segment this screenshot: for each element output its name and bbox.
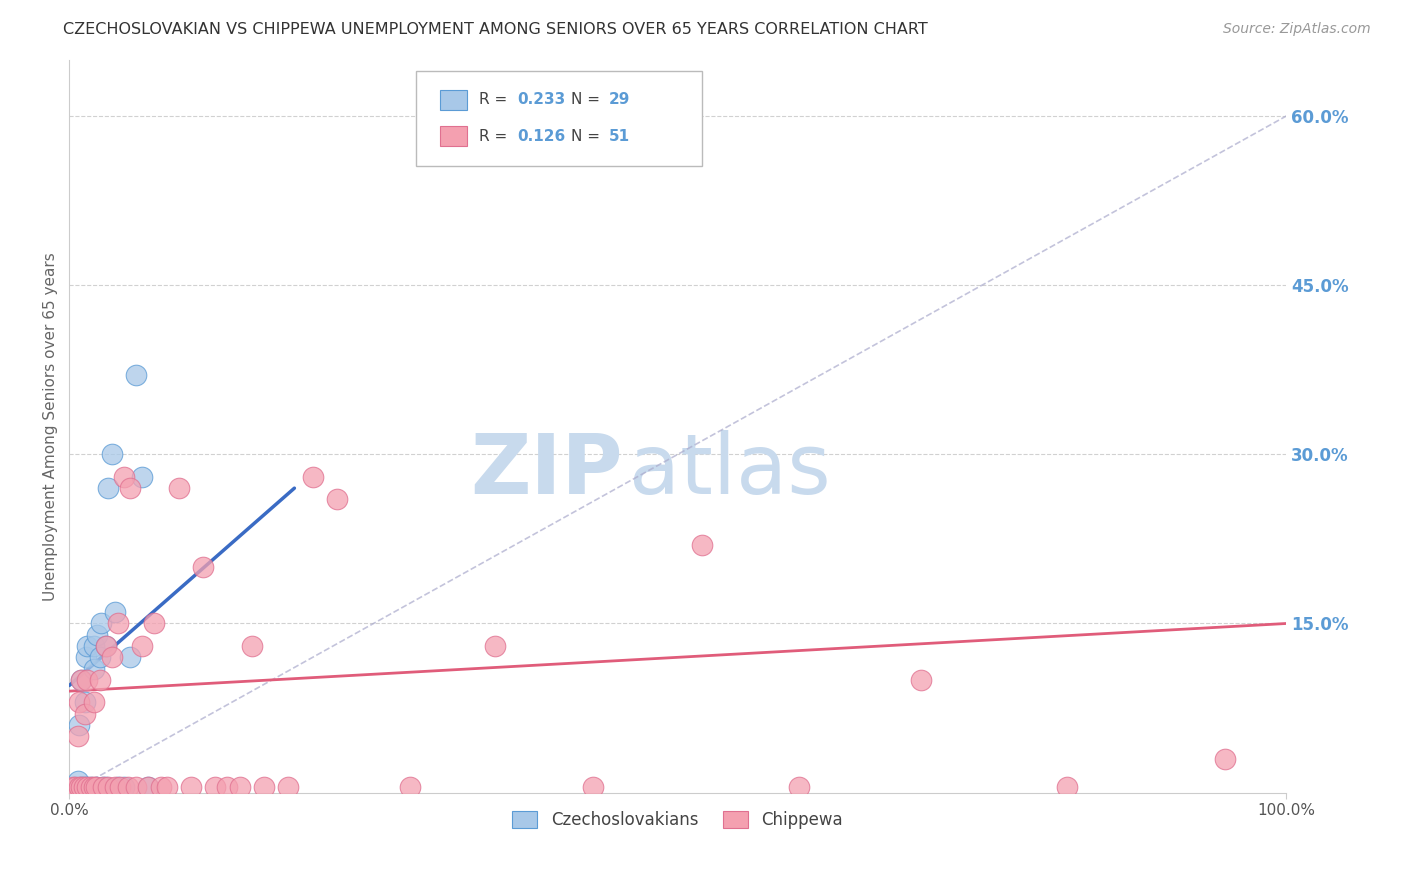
Point [1056, 780, 1078, 794]
Point [149, 780, 172, 794]
Point [86, 628, 108, 642]
Point [581, 780, 603, 794]
Point [97, 780, 120, 794]
Point [138, 780, 160, 794]
Point [131, 470, 153, 484]
Point [89, 673, 111, 687]
Point [143, 616, 166, 631]
Point [83, 662, 105, 676]
Point [84, 780, 107, 794]
Point [240, 639, 263, 653]
Point [910, 673, 932, 687]
Point [191, 560, 214, 574]
Point [101, 650, 124, 665]
Point [112, 780, 135, 794]
Point [84, 780, 107, 794]
Point [83, 695, 105, 709]
Point [277, 780, 299, 794]
Point [67, 718, 90, 732]
Point [107, 780, 129, 794]
Point [73, 695, 96, 709]
Point [104, 780, 127, 794]
Text: 0.126: 0.126 [517, 128, 565, 144]
Text: 51: 51 [609, 128, 630, 144]
Point [76, 673, 98, 687]
Point [1215, 752, 1237, 766]
Point [62, 780, 84, 794]
Point [83, 780, 105, 794]
Point [101, 447, 124, 461]
Point [94, 639, 117, 653]
Text: N =: N = [571, 128, 605, 144]
Point [91, 780, 114, 794]
Point [70, 780, 93, 794]
Point [76, 639, 98, 653]
Point [180, 780, 202, 794]
Point [107, 616, 129, 631]
Point [73, 780, 96, 794]
Text: 29: 29 [609, 93, 630, 107]
Point [73, 780, 96, 794]
Point [80, 780, 103, 794]
Point [65, 780, 87, 794]
Point [73, 706, 96, 721]
Text: R =: R = [479, 93, 513, 107]
Point [204, 780, 226, 794]
Point [789, 780, 811, 794]
Text: Source: ZipAtlas.com: Source: ZipAtlas.com [1223, 22, 1371, 37]
Point [112, 470, 135, 484]
Point [70, 780, 93, 794]
Point [120, 481, 142, 495]
Point [155, 780, 177, 794]
FancyBboxPatch shape [416, 70, 702, 166]
Point [66, 774, 89, 789]
Point [94, 639, 117, 653]
Text: R =: R = [479, 128, 513, 144]
Point [97, 481, 120, 495]
Point [138, 780, 160, 794]
Point [484, 639, 506, 653]
FancyBboxPatch shape [440, 126, 467, 146]
Point [67, 780, 90, 794]
Point [253, 780, 276, 794]
Point [117, 780, 139, 794]
Point [66, 729, 89, 743]
Point [326, 492, 349, 507]
Point [90, 616, 112, 631]
Text: CZECHOSLOVAKIAN VS CHIPPEWA UNEMPLOYMENT AMONG SENIORS OVER 65 YEARS CORRELATION: CZECHOSLOVAKIAN VS CHIPPEWA UNEMPLOYMENT… [63, 22, 928, 37]
Point [690, 537, 713, 551]
Point [65, 780, 87, 794]
Point [301, 470, 323, 484]
Text: N =: N = [571, 93, 605, 107]
Point [91, 780, 114, 794]
Point [104, 605, 127, 619]
Point [83, 639, 105, 653]
Point [67, 695, 90, 709]
Legend: Czechoslovakians, Chippewa: Czechoslovakians, Chippewa [506, 804, 849, 836]
Point [110, 780, 132, 794]
Text: atlas: atlas [628, 430, 831, 510]
Point [228, 780, 250, 794]
Point [80, 780, 103, 794]
Text: ZIP: ZIP [471, 430, 623, 510]
FancyBboxPatch shape [440, 90, 467, 111]
Point [75, 650, 97, 665]
Point [125, 780, 148, 794]
Point [399, 780, 422, 794]
Point [125, 368, 148, 383]
Point [70, 673, 93, 687]
Point [89, 650, 111, 665]
Point [217, 780, 239, 794]
Y-axis label: Unemployment Among Seniors over 65 years: Unemployment Among Seniors over 65 years [44, 252, 58, 600]
Text: 0.233: 0.233 [517, 93, 565, 107]
Point [131, 639, 153, 653]
Point [94, 780, 117, 794]
Point [76, 780, 98, 794]
Point [70, 673, 93, 687]
Point [76, 780, 98, 794]
Point [167, 481, 190, 495]
Point [120, 650, 142, 665]
